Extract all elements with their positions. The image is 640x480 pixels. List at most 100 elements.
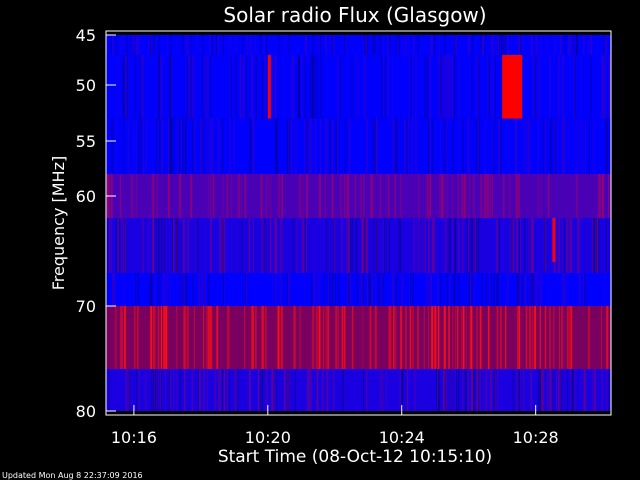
flux-streak [183, 306, 186, 369]
flux-streak [372, 273, 374, 306]
flux-streak [517, 306, 519, 369]
flux-streak [123, 273, 125, 306]
flux-streak-dark [454, 218, 456, 273]
flux-streak-dark [502, 35, 504, 55]
flux-streak [150, 306, 153, 369]
flux-streak [492, 55, 493, 119]
flux-streak [133, 306, 136, 369]
flux-streak [135, 35, 137, 55]
flux-streak [483, 174, 486, 218]
flux-streak [532, 218, 534, 273]
flux-streak [282, 306, 284, 369]
flux-streak [496, 218, 498, 273]
flux-streak [597, 174, 599, 218]
flux-streak [558, 369, 560, 411]
y-tick-label: 50 [76, 76, 96, 95]
flux-streak [203, 55, 207, 119]
flux-streak [554, 118, 556, 174]
flux-streak [206, 118, 208, 174]
flux-streak-dark [170, 118, 172, 174]
flux-streak-dark [329, 118, 331, 174]
flux-streak [203, 306, 205, 369]
flux-streak [198, 369, 201, 411]
flux-streak [325, 118, 328, 174]
flux-streak [355, 55, 357, 119]
flux-streak [462, 369, 464, 411]
flux-streak [533, 55, 536, 119]
flux-streak [564, 273, 567, 306]
flux-streak [261, 174, 263, 218]
flux-streak [392, 55, 393, 119]
flux-streak-dark [497, 273, 499, 306]
flux-streak [443, 369, 445, 411]
flux-streak-dark [560, 369, 562, 411]
flux-streak [569, 306, 571, 369]
flux-streak-dark [342, 369, 344, 411]
flux-streak [537, 118, 539, 174]
flux-streak [570, 369, 571, 411]
flux-streak [349, 273, 351, 306]
flux-streak [593, 118, 595, 174]
flux-streak [167, 174, 170, 218]
flux-streak-dark [432, 118, 433, 174]
flux-streak-dark [376, 218, 378, 273]
flux-streak-dark [606, 118, 608, 174]
flux-streak [529, 306, 531, 369]
flux-streak [363, 55, 366, 119]
flux-streak-dark [438, 369, 440, 411]
flux-streak-dark [222, 218, 224, 273]
frequency-band [106, 273, 611, 306]
flux-streak [516, 369, 518, 411]
flux-streak-dark [473, 369, 475, 411]
flux-streak [525, 118, 528, 174]
flux-streak [446, 55, 448, 119]
flux-streak [294, 118, 296, 174]
flux-streak-dark [331, 273, 333, 306]
flux-streak [275, 55, 276, 119]
flux-streak-dark [603, 35, 605, 55]
flux-streak [159, 55, 161, 119]
flux-streak-dark [179, 118, 180, 174]
flux-streak [381, 273, 382, 306]
flux-streak [496, 306, 499, 369]
flux-streak [519, 218, 521, 273]
flux-streak [404, 35, 407, 55]
flux-streak [362, 306, 364, 369]
flux-streak [176, 306, 178, 369]
flux-streak-dark [406, 118, 408, 174]
flux-streak-dark [427, 55, 428, 119]
flux-streak [485, 174, 488, 218]
flux-streak [496, 369, 499, 411]
flux-streak [375, 273, 377, 306]
flux-streak-dark [468, 273, 470, 306]
flux-streak [495, 35, 497, 55]
flux-streak [505, 306, 507, 369]
flux-streak [601, 55, 604, 119]
flux-streak-dark [159, 118, 161, 174]
flux-streak [461, 306, 463, 369]
flux-streak [608, 174, 610, 218]
flux-streak [245, 273, 247, 306]
flux-streak [409, 306, 412, 369]
flux-streak [561, 118, 565, 174]
flux-streak-dark [158, 55, 160, 119]
flux-streak-dark [266, 35, 267, 55]
flux-streak [418, 218, 420, 273]
flux-streak-dark [310, 55, 312, 119]
flux-streak [567, 306, 569, 369]
flux-streak [125, 369, 127, 411]
spectrogram-plot [106, 35, 612, 411]
flux-streak [328, 273, 330, 306]
flux-streak [516, 218, 519, 273]
flux-streak-dark [563, 218, 565, 273]
flux-streak [470, 306, 473, 369]
flux-streak-dark [449, 218, 450, 273]
flux-streak [480, 174, 482, 218]
flux-streak-dark [364, 218, 366, 273]
flux-streak-dark [478, 55, 480, 119]
flux-streak-dark [475, 118, 477, 174]
flux-streak [348, 118, 351, 174]
flux-streak [206, 369, 208, 411]
flux-streak [354, 174, 357, 218]
flux-streak [488, 273, 491, 306]
